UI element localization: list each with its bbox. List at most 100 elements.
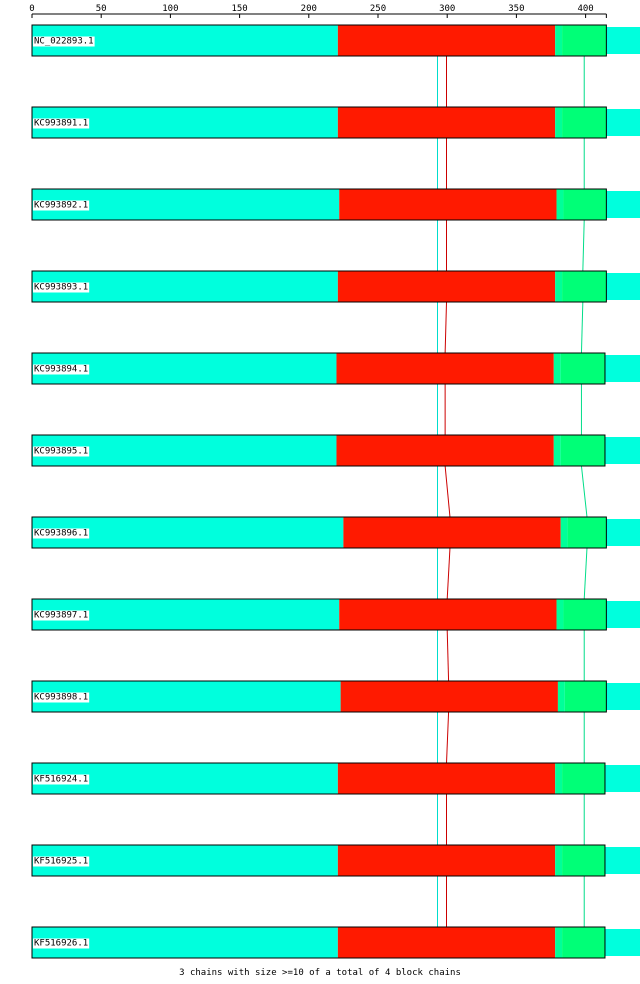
block-red bbox=[337, 845, 556, 876]
x-tick-label-100: 100 bbox=[162, 4, 178, 14]
sequence-label-bg bbox=[33, 938, 90, 949]
block-red bbox=[336, 435, 554, 466]
sequence-label-bg bbox=[33, 610, 90, 621]
block-green bbox=[562, 271, 607, 302]
sequence-label-bg bbox=[33, 282, 90, 293]
sequence-label-bg bbox=[33, 856, 90, 867]
sequence-row: KC993897.1 bbox=[31, 598, 640, 631]
chain-connector bbox=[446, 629, 450, 682]
x-tick-label-350: 350 bbox=[508, 4, 524, 14]
row-outline bbox=[31, 270, 607, 303]
block-red bbox=[339, 189, 557, 220]
block-teal bbox=[555, 927, 563, 958]
sequence-label: KC993895.1 bbox=[34, 447, 88, 457]
sequence-row: KC993894.1 bbox=[31, 352, 640, 385]
x-tick-label-200: 200 bbox=[301, 4, 317, 14]
block-teal bbox=[555, 763, 563, 794]
trailing-extension bbox=[606, 109, 640, 136]
block-teal bbox=[557, 681, 565, 712]
sequence-row: KC993893.1 bbox=[31, 270, 640, 303]
block-red bbox=[340, 681, 558, 712]
x-tick-label-0: 0 bbox=[29, 4, 34, 14]
block-red bbox=[337, 25, 556, 56]
block-green bbox=[562, 25, 607, 56]
sequence-row: KC993898.1 bbox=[31, 680, 640, 713]
sequence-row: KF516925.1 bbox=[31, 844, 640, 877]
trailing-extension bbox=[606, 191, 640, 218]
x-tick-label-300: 300 bbox=[439, 4, 455, 14]
sequence-row: NC_022893.1 bbox=[31, 24, 640, 57]
block-red bbox=[337, 271, 556, 302]
sequence-label: KF516926.1 bbox=[34, 939, 88, 949]
block-teal bbox=[555, 271, 563, 302]
trailing-extension bbox=[606, 601, 640, 628]
sequence-row: KF516926.1 bbox=[31, 926, 640, 959]
trailing-extension bbox=[604, 355, 640, 382]
sequence-label-bg bbox=[33, 692, 90, 703]
sequence-row: KC993895.1 bbox=[31, 434, 640, 467]
block-red bbox=[336, 353, 554, 384]
block-green bbox=[562, 845, 605, 876]
row-outline bbox=[31, 188, 607, 221]
x-tick-label-50: 50 bbox=[96, 4, 107, 14]
sequence-row: KC993896.1 bbox=[31, 516, 640, 549]
x-tick-label-250: 250 bbox=[370, 4, 386, 14]
block-red bbox=[337, 763, 556, 794]
chain-connector bbox=[444, 465, 451, 518]
sequence-label-bg bbox=[33, 36, 95, 47]
row-outline bbox=[31, 598, 607, 631]
block-green bbox=[562, 763, 605, 794]
trailing-extension bbox=[604, 929, 640, 956]
block-green bbox=[562, 927, 605, 958]
chain-connector bbox=[582, 219, 585, 272]
chain-connector bbox=[446, 711, 450, 764]
trailing-extension bbox=[604, 847, 640, 874]
trailing-extension bbox=[606, 27, 640, 54]
sequence-label: KC993894.1 bbox=[34, 365, 88, 375]
sequence-label: KF516925.1 bbox=[34, 857, 88, 867]
block-teal bbox=[555, 25, 563, 56]
sequence-label: NC_022893.1 bbox=[34, 37, 94, 47]
block-red bbox=[337, 107, 556, 138]
trailing-extension bbox=[606, 273, 640, 300]
row-outline bbox=[31, 434, 606, 467]
row-outline bbox=[31, 844, 606, 877]
row-outline bbox=[31, 926, 606, 959]
chain-connector bbox=[446, 547, 451, 600]
block-green bbox=[563, 599, 607, 630]
block-teal bbox=[556, 599, 564, 630]
x-tick-label-400: 400 bbox=[577, 4, 593, 14]
row-outline bbox=[31, 24, 607, 57]
block-teal bbox=[553, 435, 561, 466]
block-red bbox=[339, 599, 557, 630]
x-tick-label-150: 150 bbox=[231, 4, 247, 14]
sequence-label: KC993892.1 bbox=[34, 201, 88, 211]
sequence-label: KC993897.1 bbox=[34, 611, 88, 621]
sequence-row: KF516924.1 bbox=[31, 762, 640, 795]
chain-connector bbox=[583, 547, 588, 600]
sequence-label: KC993896.1 bbox=[34, 529, 88, 539]
row-outline bbox=[31, 106, 607, 139]
trailing-extension bbox=[606, 519, 640, 546]
block-red bbox=[337, 927, 556, 958]
sequence-label-bg bbox=[33, 364, 90, 375]
chain-connector bbox=[580, 465, 588, 518]
block-red bbox=[343, 517, 561, 548]
sequence-label-bg bbox=[33, 528, 90, 539]
row-outline bbox=[31, 352, 606, 385]
sequence-row: KC993891.1 bbox=[31, 106, 640, 139]
x-axis: 0 50 100 150 200 250 300 350 400 bbox=[29, 4, 607, 18]
row-outline bbox=[31, 516, 607, 549]
sequence-label: KC993898.1 bbox=[34, 693, 88, 703]
sequence-label: KC993893.1 bbox=[34, 283, 88, 293]
block-green bbox=[567, 517, 607, 548]
sequence-label: KF516924.1 bbox=[34, 775, 88, 785]
block-teal bbox=[555, 107, 563, 138]
block-teal bbox=[556, 189, 564, 220]
block-green bbox=[560, 435, 605, 466]
chain-connector bbox=[580, 301, 584, 354]
sequence-row: KC993892.1 bbox=[31, 188, 640, 221]
row-outline bbox=[31, 762, 606, 795]
chain-summary-caption: 3 chains with size >=10 of a total of 4 … bbox=[179, 968, 461, 978]
